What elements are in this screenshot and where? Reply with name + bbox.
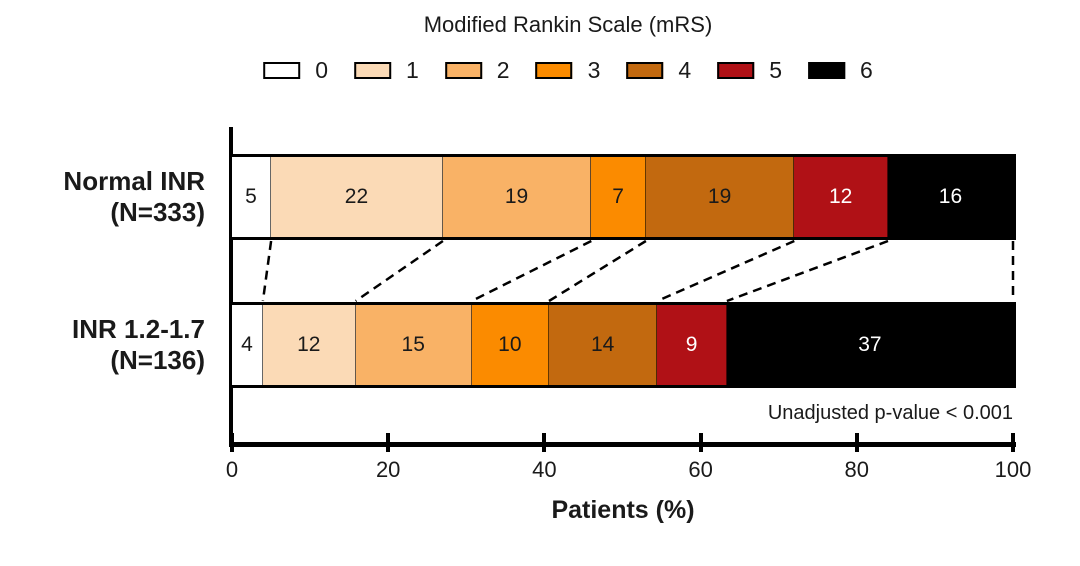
row-label-n: (N=136) [110, 345, 205, 375]
bar-segment-value: 15 [401, 333, 425, 356]
bar-segment-value: 14 [590, 333, 615, 356]
x-tick-label: 60 [688, 457, 713, 482]
legend-label: 3 [587, 57, 601, 83]
x-tick-label: 100 [994, 457, 1032, 482]
x-tick-label: 0 [225, 457, 239, 482]
x-tick [542, 433, 547, 452]
x-tick-label: 80 [844, 457, 870, 482]
legend-item-mrs-2: 2 [444, 56, 510, 84]
x-tick [1011, 433, 1015, 452]
row-label-normal-inr: Normal INR (N=333) [63, 166, 205, 228]
legend-swatch-mrs-3 [535, 61, 573, 79]
row-label-name: INR 1.2-1.7 [72, 314, 205, 344]
bar-segment-value: 7 [612, 185, 624, 208]
bar-segment-mrs-5: 12 [794, 157, 888, 237]
bar-segment-mrs-5: 9 [657, 305, 727, 385]
bar-segment-value: 4 [241, 333, 253, 356]
connector-line [548, 239, 647, 303]
bar-segment-value: 16 [938, 185, 963, 208]
legend-swatch-mrs-4 [626, 61, 664, 79]
legend-label: 0 [315, 57, 329, 83]
bar-segment-mrs-4: 14 [549, 305, 658, 385]
x-axis-title: Patients (%) [551, 496, 695, 524]
legend-item-mrs-1: 1 [354, 56, 419, 84]
row-label-inr-1-2-1-7: INR 1.2-1.7 (N=136) [72, 314, 205, 376]
legend-swatch-mrs-1 [354, 61, 392, 79]
connector-line [471, 239, 592, 303]
bar-segment-value: 37 [858, 333, 882, 356]
bar-segment-mrs-0: 5 [232, 157, 272, 237]
bar-segment-mrs-1: 22 [271, 157, 443, 237]
bar-segment-value: 12 [297, 333, 321, 356]
connector-line [726, 239, 889, 303]
x-tick [386, 433, 391, 452]
bar-segment-mrs-4: 19 [645, 157, 795, 237]
stacked-bar-inr-1-2-1-7: 4 12 15 10 14 9 37 [229, 302, 1016, 388]
x-tick [230, 433, 234, 452]
x-axis-line [229, 442, 1016, 447]
legend-item-mrs-4: 4 [626, 56, 691, 84]
connector-line [261, 240, 273, 302]
legend-label: 1 [406, 57, 419, 83]
x-tick-label: 20 [375, 457, 401, 482]
legend-item-mrs-0: 0 [263, 56, 328, 84]
bar-segment-mrs-2: 19 [442, 157, 592, 237]
chart-title: Modified Rankin Scale (mRS) [423, 12, 713, 37]
legend-label: 4 [678, 57, 692, 83]
legend-label: 5 [769, 57, 782, 83]
legend-label: 6 [859, 57, 873, 83]
row-label-name: Normal INR [63, 166, 205, 196]
bar-segment-mrs-1: 12 [262, 305, 356, 385]
legend-swatch-mrs-2 [444, 61, 482, 79]
legend-swatch-mrs-6 [807, 61, 845, 79]
legend-item-mrs-6: 6 [807, 56, 873, 84]
bar-segment-mrs-3: 10 [471, 305, 549, 385]
x-tick-label: 40 [532, 457, 557, 482]
bar-segment-mrs-6: 37 [726, 305, 1013, 385]
x-tick [854, 433, 859, 452]
legend-item-mrs-5: 5 [717, 56, 782, 84]
connector-lines [261, 239, 1015, 303]
p-value-annotation: Unadjusted p-value < 0.001 [767, 402, 1013, 424]
bar-segment-value: 19 [707, 185, 732, 208]
legend-swatch-mrs-0 [263, 61, 301, 79]
legend: 0 1 2 3 4 5 6 [250, 56, 886, 84]
bar-segment-mrs-6: 16 [887, 157, 1013, 237]
bar-segment-mrs-3: 7 [591, 157, 646, 237]
bar-segment-value: 9 [685, 333, 698, 356]
bar-segment-value: 22 [344, 185, 369, 208]
bar-segment-value: 19 [504, 185, 529, 208]
connector-line [354, 239, 444, 303]
bar-segment-mrs-2: 15 [355, 305, 472, 385]
bar-segment-mrs-0: 4 [232, 305, 263, 385]
stacked-bar-normal-inr: 5 22 19 7 19 12 16 [229, 154, 1016, 240]
x-tick [698, 433, 703, 452]
legend-item-mrs-3: 3 [535, 56, 601, 84]
legend-swatch-mrs-5 [717, 61, 755, 79]
bar-segment-value: 12 [828, 185, 853, 208]
bar-segment-value: 10 [498, 333, 522, 356]
legend-label: 2 [496, 57, 510, 83]
row-label-n: (N=333) [110, 197, 205, 227]
connector-line [656, 239, 795, 303]
y-axis-line [229, 127, 233, 443]
bar-segment-value: 5 [245, 185, 257, 208]
